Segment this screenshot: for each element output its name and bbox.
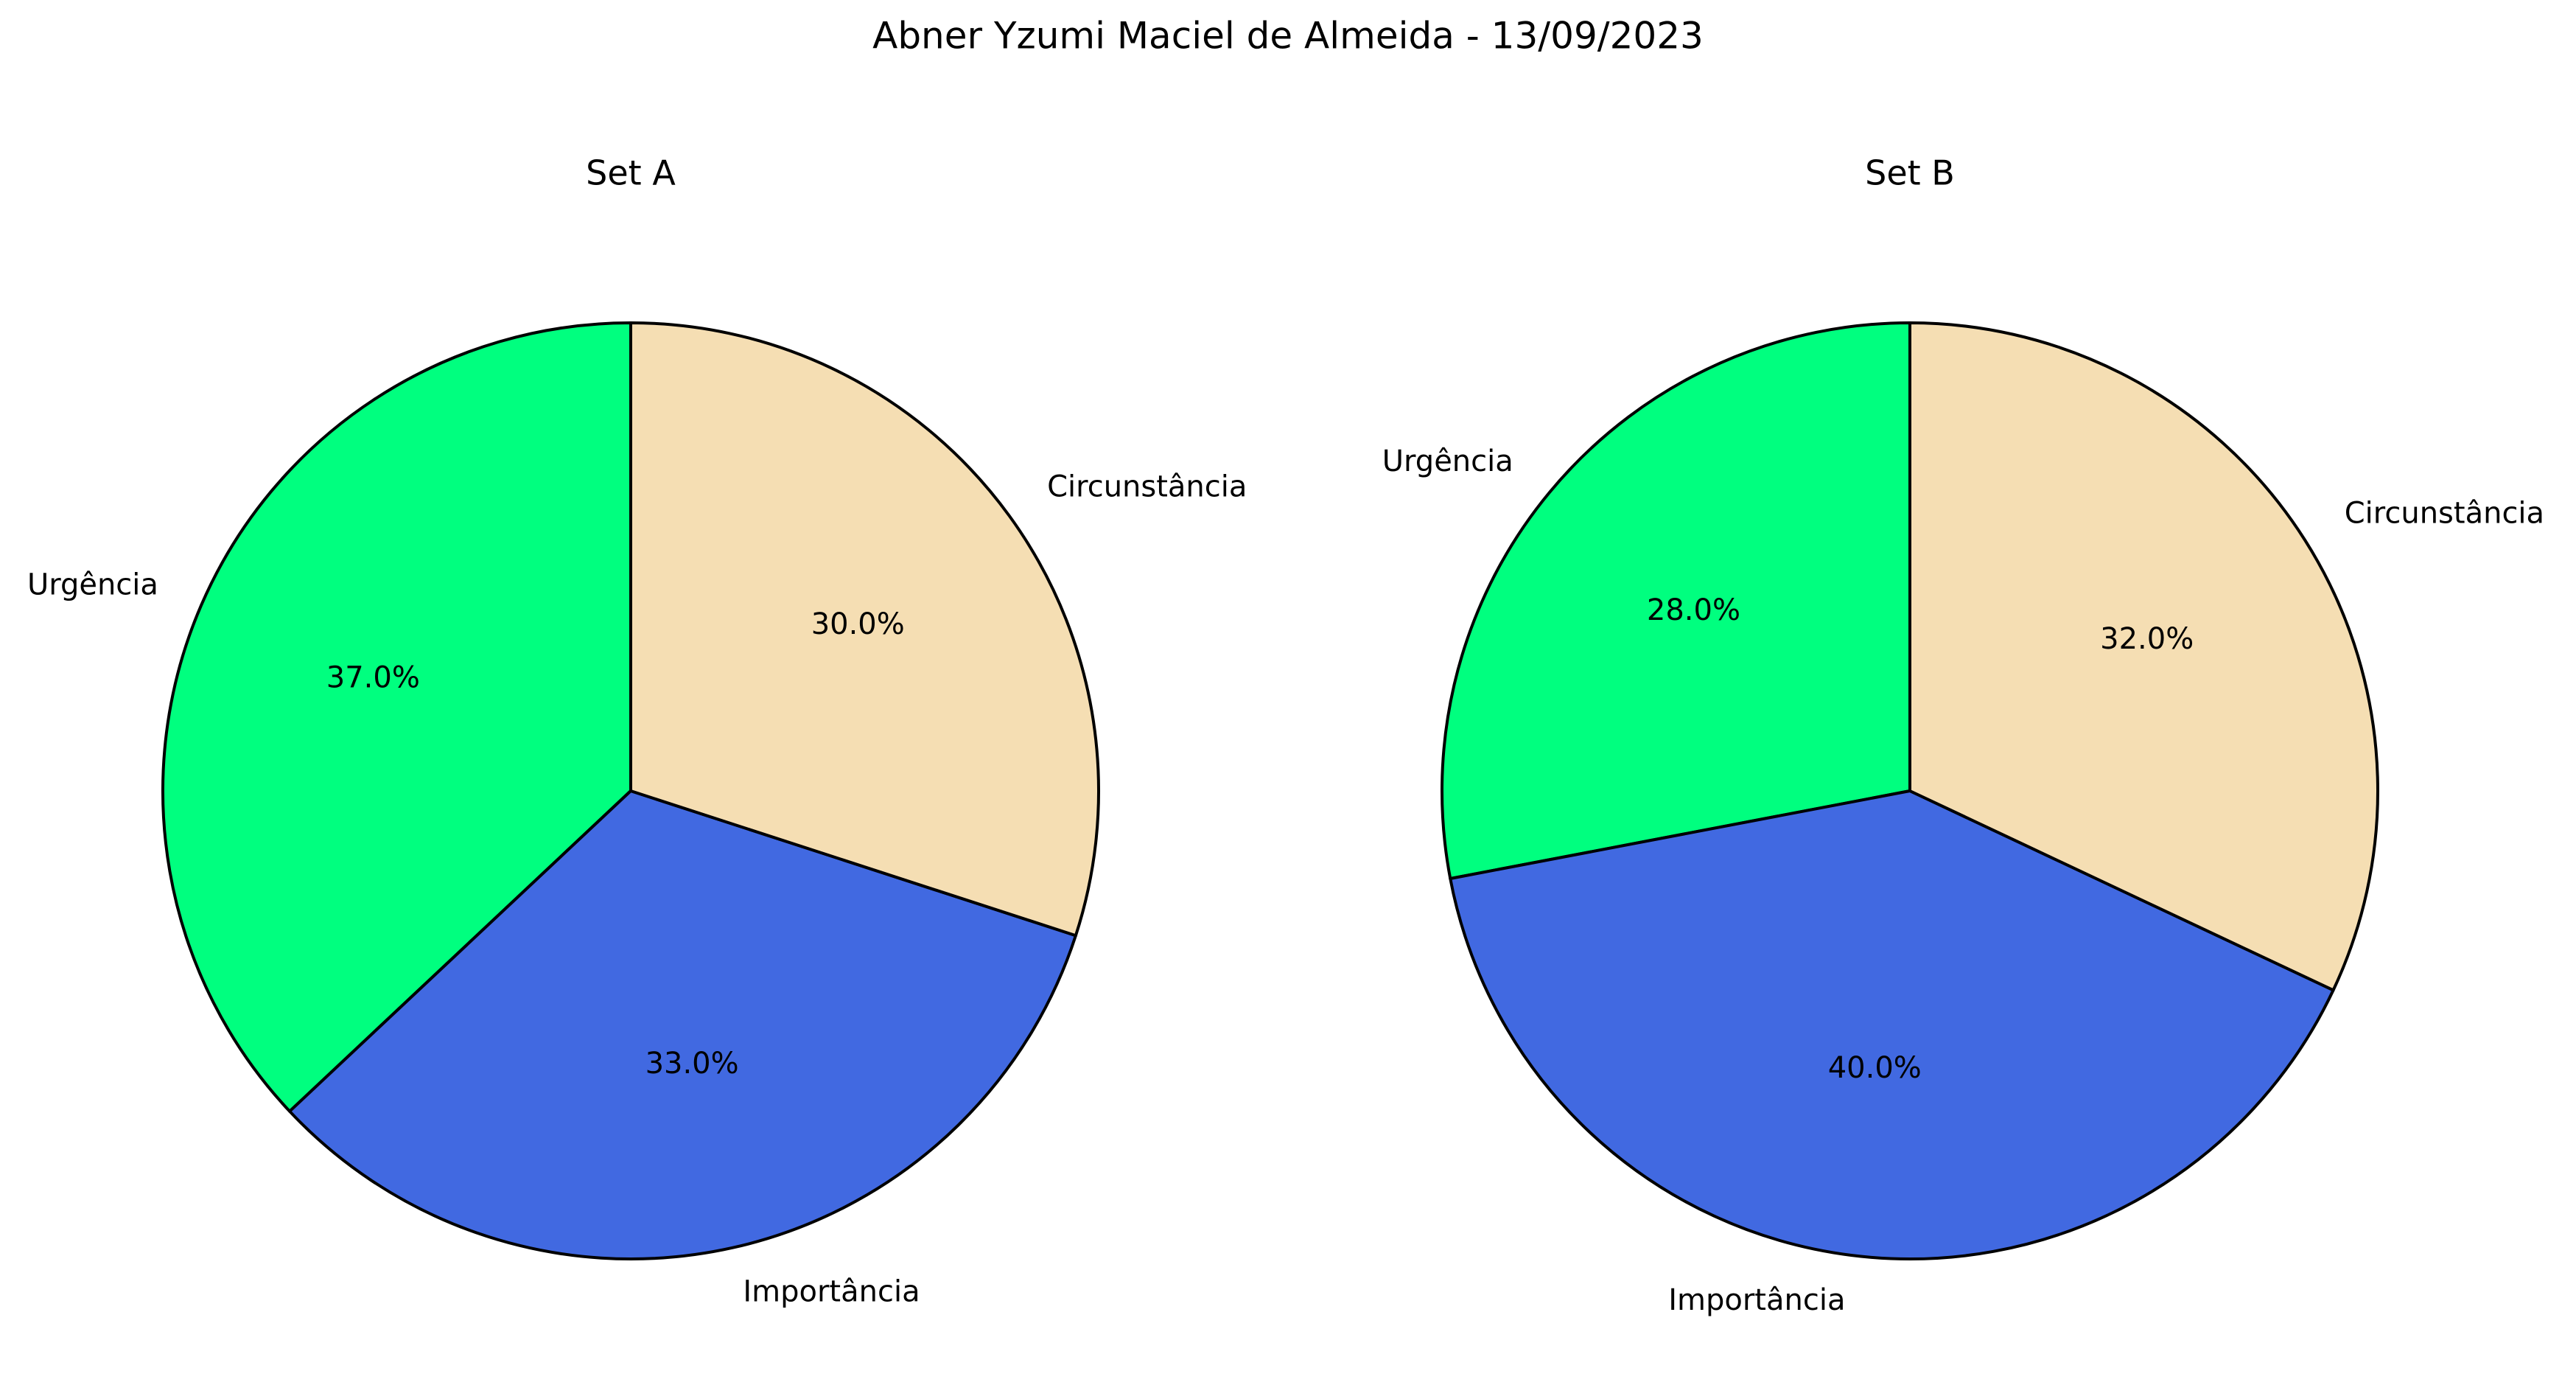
pie-wedge-importancia	[288, 789, 1077, 1260]
slice-label-urgencia: Urgência	[27, 568, 158, 602]
slice-label-circunstancia: Circunstância	[1047, 470, 1247, 503]
figure-title: Abner Yzumi Maciel de Almeida - 13/09/20…	[872, 15, 1704, 57]
pie-labels: Urgência 37.0% Importância 33.0% Circunstânc…	[27, 470, 1247, 1308]
slice-label-importancia: Importância	[1668, 1283, 1845, 1317]
pie-wedge-circunstancia	[1908, 321, 2379, 992]
pie-title: Set A	[586, 153, 676, 193]
slice-label-importancia: Importância	[743, 1275, 920, 1309]
pie-wedge-circunstancia	[629, 321, 1100, 938]
pie-wedges	[161, 321, 1100, 1260]
percent-label-urgencia: 37.0%	[326, 661, 420, 695]
slice-label-circunstancia: Circunstância	[2345, 497, 2544, 531]
percent-label-importancia: 40.0%	[1828, 1051, 1922, 1085]
pie-wedge-importancia	[1449, 789, 2335, 1260]
pie-wedge-urgencia	[161, 321, 632, 1113]
pie-chart-set-b: Set B Urgência 28.0% Importância 40.0% Circu…	[1382, 153, 2544, 1317]
pie-labels: Urgência 28.0% Importância 40.0% Circunstânc…	[1382, 444, 2544, 1317]
pie-chart-set-a: Set A Urgência 37.0% Importância 33.0% Circu…	[27, 153, 1247, 1309]
pie-wedge-urgencia	[1441, 321, 1911, 880]
percent-label-importancia: 33.0%	[645, 1047, 739, 1081]
pie-title: Set B	[1865, 153, 1955, 193]
percent-label-urgencia: 28.0%	[1647, 593, 1740, 627]
pie-wedges	[1441, 321, 2379, 1260]
slice-label-urgencia: Urgência	[1382, 444, 1513, 478]
percent-label-circunstancia: 32.0%	[2100, 622, 2194, 656]
percent-label-circunstancia: 30.0%	[811, 607, 905, 641]
